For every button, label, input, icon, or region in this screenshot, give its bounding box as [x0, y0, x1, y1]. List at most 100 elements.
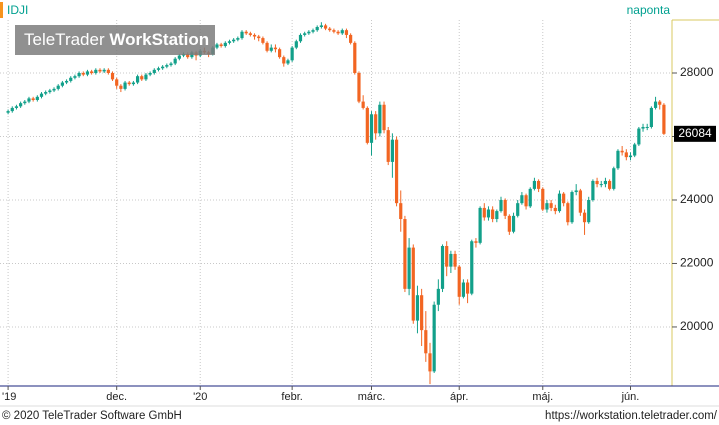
candle-body: [566, 203, 570, 223]
candle-body: [478, 207, 482, 243]
candle-body: [349, 34, 353, 43]
candle-body: [491, 209, 495, 220]
candle-body: [303, 33, 307, 35]
candle-body: [369, 114, 374, 143]
candle-body: [486, 209, 491, 218]
candle-body: [407, 247, 411, 289]
candle-body: [424, 330, 428, 354]
candle-body: [232, 39, 236, 42]
candle-body: [169, 63, 173, 66]
candle-body: [244, 31, 248, 34]
x-tick-label: ápr.: [450, 391, 468, 403]
candle-body: [649, 107, 653, 127]
candle-body: [428, 353, 432, 372]
candle-body: [620, 150, 624, 153]
candle-body: [236, 38, 240, 40]
candle-body: [85, 71, 90, 75]
candle-body: [140, 76, 144, 80]
candle-body: [177, 55, 181, 59]
candle-body: [19, 103, 23, 107]
candle-body: [39, 93, 44, 97]
candle-body: [77, 73, 81, 77]
candle-body: [541, 188, 545, 210]
candle-body: [110, 73, 115, 80]
last-price-label: 26084: [678, 126, 712, 140]
candle-body: [557, 193, 562, 212]
candle-body: [353, 42, 357, 74]
candle-body: [624, 152, 628, 158]
candle-body: [516, 203, 520, 216]
candle-body: [31, 98, 35, 100]
candle-body: [148, 73, 152, 75]
candle-body: [394, 139, 399, 204]
candle-body: [115, 79, 119, 86]
candle-body: [545, 203, 549, 210]
candle-body: [328, 28, 332, 31]
x-tick-label: márc.: [358, 391, 386, 403]
candle-body: [290, 47, 294, 61]
candle-body: [14, 106, 19, 108]
candle-body: [6, 111, 10, 113]
candle-body: [106, 69, 110, 74]
candle-body: [603, 180, 608, 185]
candle-body: [319, 25, 323, 27]
candle-body: [532, 180, 537, 189]
candle-body: [612, 168, 616, 189]
candle-body: [482, 207, 486, 218]
candle-body: [252, 34, 257, 37]
plot: 2000022000240002600028000'19dec.'20febr.…: [0, 20, 714, 403]
y-tick-label: 22000: [680, 256, 714, 270]
candle-body: [457, 266, 461, 297]
candle-body: [465, 282, 470, 294]
candle-body: [436, 288, 440, 305]
candle-body: [278, 49, 282, 58]
candle-body: [219, 44, 223, 47]
candle-body: [499, 199, 503, 212]
candle-body: [587, 199, 591, 223]
candle-body: [340, 30, 344, 34]
candle-body: [574, 190, 578, 193]
candle-body: [10, 107, 14, 112]
candle-body: [127, 82, 131, 85]
candle-body: [374, 114, 378, 134]
candle-body: [23, 101, 27, 104]
candle-body: [449, 253, 453, 267]
candle-body: [123, 82, 127, 89]
candle-body: [48, 90, 52, 93]
candle-body: [536, 180, 541, 189]
candle-body: [403, 219, 407, 289]
candle-body: [361, 101, 365, 108]
candle-body: [570, 192, 574, 223]
candle-body: [390, 139, 394, 162]
candle-body: [44, 92, 48, 94]
candle-body: [578, 190, 582, 213]
candle-body: [286, 60, 290, 64]
candle-body: [432, 304, 436, 372]
x-tick-label: máj.: [532, 391, 553, 403]
candle-body: [135, 76, 140, 83]
candle-body: [265, 42, 269, 51]
candle-body: [641, 126, 645, 129]
candle-body: [261, 38, 265, 43]
candle-body: [653, 101, 658, 108]
candle-body: [273, 47, 278, 50]
candle-body: [119, 85, 123, 89]
candle-body: [69, 77, 73, 81]
candle-body: [156, 68, 161, 70]
candle-body: [90, 71, 94, 74]
watermark-text: TeleTrader WorkStation: [24, 30, 209, 49]
x-tick-label: jún.: [621, 391, 640, 403]
candle-body: [94, 69, 98, 74]
candle-body: [315, 26, 319, 31]
candle-body: [520, 195, 524, 204]
candle-body: [60, 82, 64, 86]
candle-body: [344, 30, 349, 35]
interval: naponta: [627, 3, 671, 17]
candle-body: [298, 34, 303, 42]
candle-body: [311, 30, 315, 32]
candle-body: [102, 69, 106, 72]
candle-body: [382, 104, 386, 131]
candle-body: [161, 66, 165, 69]
candle-body: [582, 212, 587, 223]
